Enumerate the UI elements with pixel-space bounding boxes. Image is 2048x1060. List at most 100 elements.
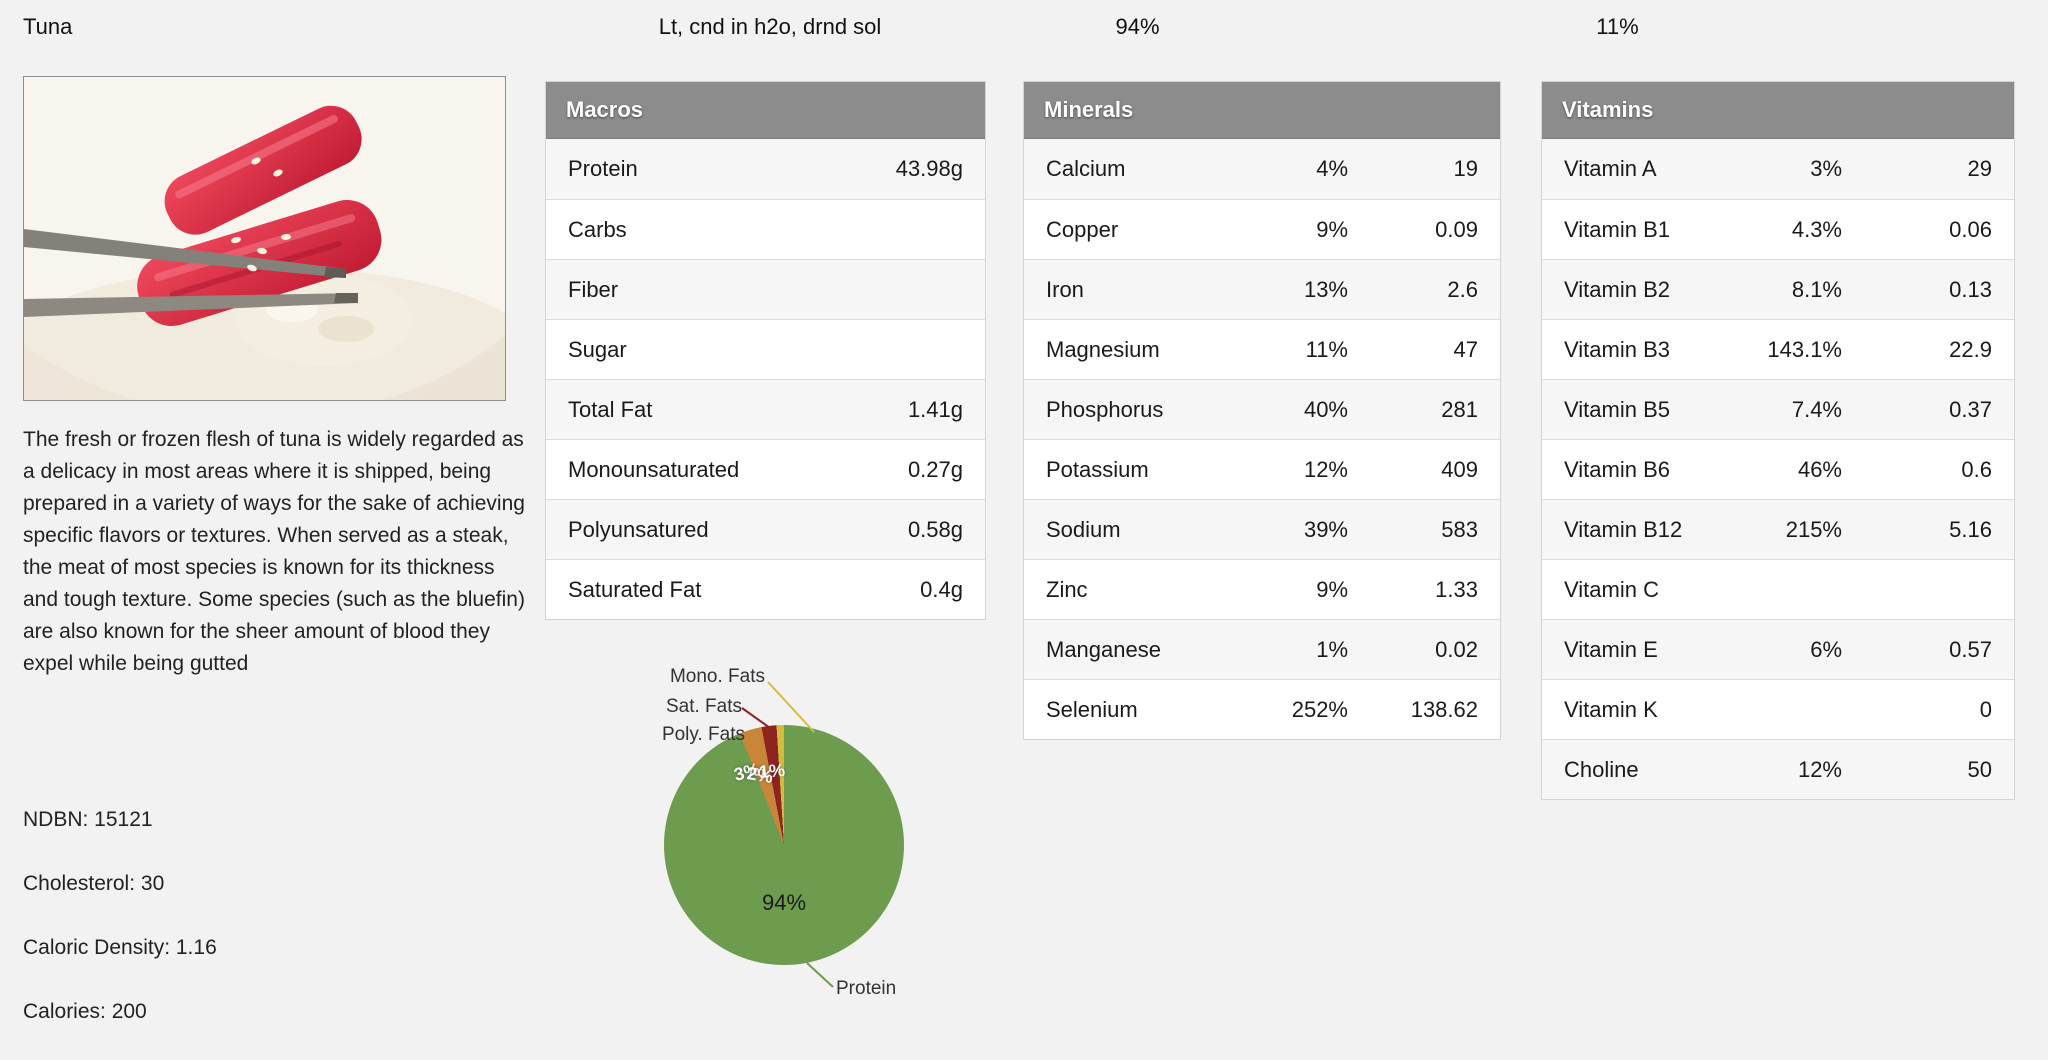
vitamins-table: Vitamins Vitamin A 3% 29 Vitamin B1 4.3% 0.0…: [1541, 81, 2015, 800]
vitamin-row-b12: Vitamin B12 215% 5.16: [1542, 499, 2014, 559]
macro-label: Total Fat: [568, 396, 653, 422]
vitamin-pct: 6%: [1810, 636, 1842, 662]
macro-row-total-fat: Total Fat 1.41g: [546, 379, 985, 439]
macro-label: Carbs: [568, 216, 627, 242]
macro-row-carbs: Carbs: [546, 199, 985, 259]
mineral-pct: 13%: [1303, 276, 1348, 302]
mineral-value: 138.62: [1410, 696, 1478, 722]
vitamin-value: 0.06: [1949, 216, 1992, 242]
mineral-pct: 39%: [1303, 516, 1348, 542]
tuna-photo-illustration: [24, 77, 505, 400]
vitamin-pct: 7.4%: [1791, 396, 1842, 422]
macro-value: 43.98g: [895, 156, 963, 181]
macros-table: Macros Protein 43.98g Carbs Fiber Sugar T…: [545, 81, 986, 620]
mineral-row-magnesium: Magnesium 11% 47: [1024, 319, 1500, 379]
vitamin-label: Vitamin E: [1564, 636, 1658, 662]
macros-table-header: Macros: [546, 82, 985, 139]
vitamin-value: 0.6: [1961, 456, 1992, 482]
header-protein-pct: 94%: [1115, 14, 1160, 39]
vitamin-value: 0.57: [1949, 636, 1992, 662]
vitamin-row-k: Vitamin K 0: [1542, 679, 2014, 739]
vitamin-row-b1: Vitamin B1 4.3% 0.06: [1542, 199, 2014, 259]
vitamin-label: Vitamin B2: [1564, 276, 1670, 302]
header-fat-pct: 11%: [1596, 14, 1639, 39]
macro-value: 0.58g: [907, 516, 963, 542]
vitamin-label: Vitamin C: [1564, 576, 1659, 602]
vitamin-pct: 3%: [1810, 156, 1842, 181]
mineral-pct: 9%: [1316, 576, 1348, 602]
pie-chart: [664, 725, 904, 965]
sat-fats-label: Sat. Fats: [665, 696, 742, 717]
mineral-value: 0.02: [1435, 636, 1478, 662]
vitamin-row-b3: Vitamin B3 143.1% 22.9: [1542, 319, 2014, 379]
mineral-value: 2.6: [1447, 276, 1478, 302]
mineral-label: Manganese: [1046, 636, 1161, 662]
protein-pct-label: 94%: [761, 890, 807, 915]
mineral-row-potassium: Potassium 12% 409: [1024, 439, 1500, 499]
mineral-row-copper: Copper 9% 0.09: [1024, 199, 1500, 259]
mineral-row-phosphorus: Phosphorus 40% 281: [1024, 379, 1500, 439]
vitamin-value: 0.13: [1949, 276, 1992, 302]
vitamin-row-c: Vitamin C: [1542, 559, 2014, 619]
food-name: Tuna: [23, 14, 73, 39]
mineral-pct: 12%: [1303, 456, 1348, 482]
mineral-label: Zinc: [1046, 576, 1088, 602]
macro-label: Sugar: [568, 336, 627, 362]
vitamin-row-choline: Choline 12% 50: [1542, 739, 2014, 799]
vitamin-label: Vitamin B6: [1564, 456, 1670, 482]
poly-fats-label: Poly. Fats: [661, 724, 745, 745]
mineral-value: 1.33: [1435, 576, 1478, 602]
vitamin-label: Vitamin B12: [1564, 516, 1683, 542]
macro-row-monounsaturated: Monounsaturated 0.27g: [546, 439, 985, 499]
food-stats: NDBN: 15121 Cholesterol: 30 Caloric Dens…: [23, 772, 217, 1060]
mineral-value: 47: [1453, 336, 1478, 362]
mineral-value: 583: [1441, 516, 1478, 542]
mineral-label: Calcium: [1046, 156, 1126, 181]
mineral-pct: 4%: [1316, 156, 1348, 181]
macro-pie-chart: Mono. Fats Sat. Fats Poly. Fats Protein …: [600, 660, 1040, 1024]
macro-label: Fiber: [568, 276, 619, 302]
mineral-value: 281: [1441, 396, 1478, 422]
stat-calories: Calories: 200: [23, 1000, 147, 1023]
mineral-row-manganese: Manganese 1% 0.02: [1024, 619, 1500, 679]
macro-row-saturated-fat: Saturated Fat 0.4g: [546, 559, 985, 619]
macro-label: Saturated Fat: [568, 576, 702, 602]
vitamin-row-b6: Vitamin B6 46% 0.6: [1542, 439, 2014, 499]
vitamin-pct: 143.1%: [1767, 336, 1842, 362]
vitamin-row-a: Vitamin A 3% 29: [1542, 139, 2014, 199]
vitamin-pct: 12%: [1797, 756, 1842, 782]
vitamin-pct: 8.1%: [1791, 276, 1842, 302]
tuna-photo: [23, 76, 506, 401]
mineral-value: 19: [1453, 156, 1478, 181]
vitamin-value: 5.16: [1949, 516, 1992, 542]
vitamin-value: 0: [1979, 696, 1992, 722]
mono-fats-label: Mono. Fats: [669, 666, 765, 687]
macros-table-body: Protein 43.98g Carbs Fiber Sugar Total Fa…: [546, 139, 985, 619]
mono-fats-pct-label: 1%: [758, 759, 786, 783]
food-description: The fresh or frozen flesh of tuna is wid…: [23, 428, 525, 675]
sat-fats-leader-line: [741, 707, 771, 729]
mineral-pct: 11%: [1305, 336, 1348, 362]
protein-label: Protein: [836, 978, 897, 999]
mineral-pct: 252%: [1291, 696, 1348, 722]
vitamin-row-e: Vitamin E 6% 0.57: [1542, 619, 2014, 679]
mineral-label: Potassium: [1046, 456, 1149, 482]
stat-cholesterol: Cholesterol: 30: [23, 872, 165, 895]
mineral-row-iron: Iron 13% 2.6: [1024, 259, 1500, 319]
macro-value: 0.27g: [907, 456, 963, 482]
vitamin-pct: 4.3%: [1791, 216, 1842, 242]
mineral-row-selenium: Selenium 252% 138.62: [1024, 679, 1500, 739]
mineral-label: Iron: [1046, 276, 1084, 302]
mineral-row-sodium: Sodium 39% 583: [1024, 499, 1500, 559]
vitamin-value: 0.37: [1949, 396, 1992, 422]
macro-row-polyunsatured: Polyunsatured 0.58g: [546, 499, 985, 559]
mineral-row-calcium: Calcium 4% 19: [1024, 139, 1500, 199]
macro-label: Polyunsatured: [568, 516, 709, 542]
vitamin-label: Vitamin B1: [1564, 216, 1670, 242]
mineral-value: 409: [1441, 456, 1478, 482]
mineral-label: Magnesium: [1046, 336, 1160, 362]
mineral-pct: 9%: [1316, 216, 1348, 242]
vitamin-value: 22.9: [1949, 336, 1992, 362]
minerals-table-header: Minerals: [1024, 82, 1500, 139]
macro-label: Monounsaturated: [568, 456, 740, 482]
